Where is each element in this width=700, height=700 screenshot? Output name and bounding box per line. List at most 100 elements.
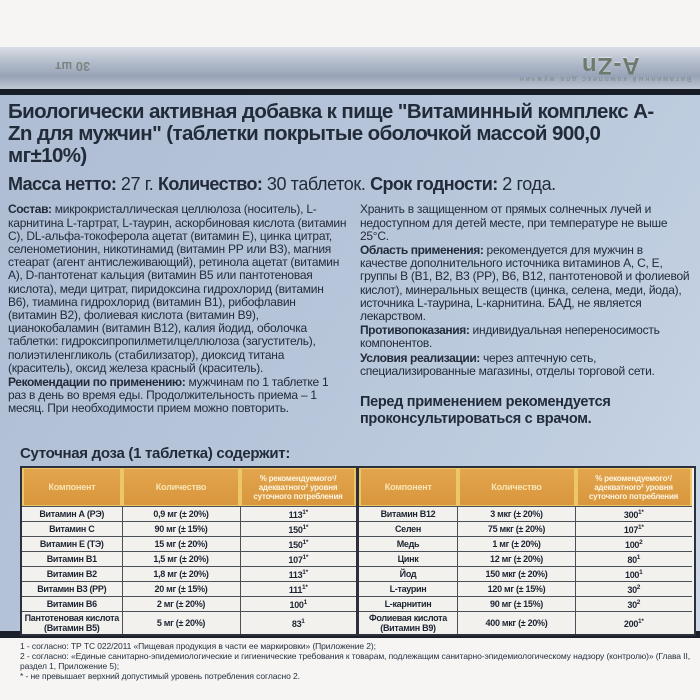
recommendations-section: Рекомендации по применению: мужчинам по … [8,375,347,416]
table-row: Витамин В3 (РР) 20 мг (± 15%) 1111* [22,581,356,597]
table-row: Витамин С 90 мг (± 15%) 1501* [22,521,356,537]
component-pct: 1071* [575,521,692,537]
composition-label: Состав: [8,203,52,217]
table-row: Витамин А (РЭ) 0,9 мг (± 20%) 1131* [22,506,356,522]
component-qty: 90 мг (± 15%) [457,596,576,612]
component-pct: 801 [575,551,692,567]
application-label: Область применения: [359,242,484,257]
daily-dose-table: Компонент Количество % рекомендуемого¹/ … [20,466,696,637]
component-qty: 90 мг (± 15%) [121,521,240,537]
component-name: L-карнитин [357,596,458,612]
table-header-row: Компонент Количество % рекомендуемого¹/ … [22,468,356,507]
table-row: Йод 150 мкг (± 20%) 1001 [357,566,692,582]
component-pct: 1001 [575,566,692,582]
component-pct: 831 [239,611,356,635]
component-pct: 302 [575,596,692,612]
composition-text: микрокристаллическая целлюлоза (носитель… [8,203,347,375]
table-header-row: Компонент Количество % рекомендуемого¹/ … [357,468,692,507]
table-row: Медь 1 мг (± 20%) 1002 [357,536,692,552]
shelf-life-value: 2 года. [502,174,556,195]
component-qty: 1,5 мг (± 20%) [121,551,240,567]
table-row: Витамин В2 1,8 мг (± 20%) 1131* [22,566,356,582]
component-name: Витамин В12 [357,506,458,522]
application-section: Область применения: рекомендуется для му… [359,242,692,323]
component-name: Витамин В3 (РР) [22,581,122,597]
table-row: Цинк 12 мг (± 20%) 801 [357,551,692,567]
back-panel: Биологически активная добавка к пище "Ви… [0,95,700,681]
table-row: Пантотеновая кислота (Витамин В5) 5 мг (… [22,611,356,635]
component-pct: 1071* [239,551,356,567]
box-top-flap: Витаминный комплекс для мужчин A-Zn 30 ш… [0,47,700,95]
header-percent: % рекомендуемого¹/ адекватного² уровня с… [576,468,692,507]
component-pct: 3001* [575,506,692,522]
component-name: Витамин Е (ТЭ) [22,536,122,552]
table-row: Селен 75 мкг (± 20%) 1071* [357,521,692,537]
component-name: Йод [357,566,458,582]
component-qty: 20 мг (± 15%) [121,581,240,597]
component-name: Фолиевая кислота (Витамин В9) [357,611,458,635]
header-quantity: Количество [122,468,240,507]
contraindications-section: Противопоказания: индивидуальная неперен… [359,323,692,351]
doctor-advice: Перед применением рекомендуется проконсу… [359,394,611,427]
component-pct: 1131* [239,566,356,582]
storage-text: Хранить в защищенном от прямых солнечных… [359,203,668,243]
storage-section: Хранить в защищенном от прямых солнечных… [360,203,692,243]
table-row: L-таурин 120 мг (± 15%) 302 [357,581,692,597]
dose-table-right: Компонент Количество % рекомендуемого¹/ … [356,468,692,635]
net-weight-label: Масса нетто: [8,174,117,195]
component-pct: 2001* [575,611,692,635]
table-row: Фолиевая кислота (Витамин В9) 400 мкг (±… [357,611,692,635]
footnote-2: 2 - согласно: «Единые санитарно-эпидемио… [20,651,690,672]
component-name: Витамин В6 [22,596,122,612]
component-pct: 302 [575,581,692,597]
footnotes: 1 - согласно: ТР ТС 022/2011 «Пищевая пр… [20,641,692,681]
component-name: Витамин В1 [22,551,122,567]
component-pct: 1002 [575,536,692,552]
component-name: Селен [357,521,458,537]
component-name: L-таурин [357,581,458,597]
component-qty: 5 мг (± 20%) [121,611,240,635]
header-quantity: Количество [458,468,576,507]
footnote-1: 1 - согласно: ТР ТС 022/2011 «Пищевая пр… [20,641,376,652]
contraindications-label: Противопоказания: [359,323,470,338]
component-pct: 1501* [239,536,356,552]
package-box: Витаминный комплекс для мужчин A-Zn 30 ш… [0,47,700,681]
component-qty: 2 мг (± 20%) [121,596,240,612]
table-row: Витамин В1 1,5 мг (± 20%) 1071* [22,551,356,567]
component-qty: 15 мг (± 20%) [121,536,240,552]
sales-label: Условия реализации: [359,350,480,365]
component-qty: 3 мкг (± 20%) [457,506,576,522]
text-columns: Состав: микрокристаллическая целлюлоза (… [8,203,692,443]
component-name: Медь [357,536,458,552]
application-text: рекомендуется для мужчин в качестве допо… [359,242,690,323]
component-pct: 1131* [239,506,356,522]
right-column: Хранить в защищенном от прямых солнечных… [360,203,692,443]
component-name: Цинк [357,551,458,567]
contraindications-text: индивидуальная непереносимость компонент… [359,323,660,351]
product-title: Биологически активная добавка к пище "Ви… [8,100,654,168]
sales-section: Условия реализации: через аптечную сеть,… [359,350,692,378]
table-row: L-карнитин 90 мг (± 15%) 302 [357,596,692,612]
component-qty: 150 мкг (± 20%) [457,566,576,582]
component-qty: 120 мг (± 15%) [457,581,576,597]
component-pct: 1001 [239,596,356,612]
component-qty: 1,8 мг (± 20%) [121,566,240,582]
component-qty: 75 мкг (± 20%) [457,521,576,537]
header-component: Компонент [358,468,458,507]
sales-text: через аптечную сеть, специализированные … [359,350,655,378]
footnote-3: * - не превышает верхний допустимый уров… [20,671,300,682]
table-row: Витамин В6 2 мг (± 20%) 1001 [22,596,356,612]
component-name: Витамин В2 [22,566,122,582]
left-column: Состав: микрокристаллическая целлюлоза (… [8,203,347,443]
component-pct: 1501* [239,521,356,537]
recommendations-label: Рекомендации по применению: [8,375,186,390]
quantity-label: Количество: [157,174,263,195]
header-component: Компонент [22,468,122,507]
component-qty: 400 мкг (± 20%) [457,611,576,635]
shelf-life-label: Срок годности: [370,174,498,195]
component-name: Пантотеновая кислота (Витамин В5) [22,611,122,635]
table-row: Витамин Е (ТЭ) 15 мг (± 20%) 1501* [22,536,356,552]
composition-section: Состав: микрокристаллическая целлюлоза (… [8,203,347,375]
header-percent: % рекомендуемого¹/ адекватного² уровня с… [240,468,356,507]
